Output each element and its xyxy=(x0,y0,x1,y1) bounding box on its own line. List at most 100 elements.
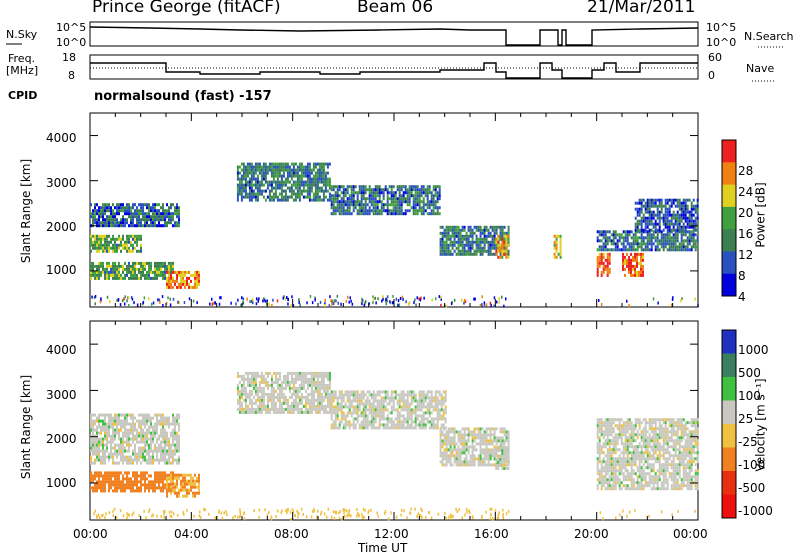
data-cell xyxy=(273,411,275,414)
data-cell xyxy=(480,253,482,256)
data-cell xyxy=(90,474,92,477)
data-cell xyxy=(299,184,301,187)
data-cell xyxy=(389,197,391,200)
data-cell xyxy=(379,399,381,402)
data-cell xyxy=(367,197,369,200)
data-cell xyxy=(134,238,136,241)
data-cell xyxy=(98,218,100,221)
data-cell xyxy=(170,483,172,486)
data-cell xyxy=(148,450,150,453)
data-cell xyxy=(116,423,118,426)
data-cell xyxy=(321,405,323,408)
data-cell xyxy=(417,399,419,402)
data-cell xyxy=(417,423,419,426)
data-cell xyxy=(419,393,421,396)
data-cell xyxy=(174,429,176,432)
data-cell xyxy=(375,212,377,215)
data-cell xyxy=(415,393,417,396)
data-cell xyxy=(689,223,691,226)
data-cell xyxy=(172,474,174,477)
data-cell xyxy=(683,242,685,245)
data-cell xyxy=(94,459,96,462)
data-cell xyxy=(281,169,283,172)
data-cell xyxy=(162,209,164,212)
data-cell xyxy=(403,185,405,188)
data-cell xyxy=(609,268,611,271)
data-cell xyxy=(645,248,647,251)
data-cell xyxy=(391,188,393,191)
data-cell xyxy=(379,194,381,197)
data-cell xyxy=(251,381,253,384)
data-cell xyxy=(178,206,180,209)
data-cell xyxy=(275,390,277,393)
freq-strip-frame xyxy=(90,55,698,79)
data-cell xyxy=(622,268,624,271)
data-cell xyxy=(365,417,367,420)
data-cell xyxy=(325,393,327,396)
data-cell xyxy=(279,175,281,178)
data-cell xyxy=(345,390,347,393)
data-cell xyxy=(277,163,279,166)
data-cell xyxy=(241,384,243,387)
data-cell xyxy=(329,402,331,405)
data-cell xyxy=(630,268,632,271)
data-cell xyxy=(607,256,609,259)
data-cell xyxy=(315,172,317,175)
data-cell xyxy=(126,444,128,447)
data-cell xyxy=(353,408,355,411)
data-cell xyxy=(252,301,254,304)
data-cell xyxy=(603,248,605,251)
data-cell xyxy=(259,172,261,175)
data-cell xyxy=(309,372,311,375)
data-cell xyxy=(373,390,375,393)
data-cell xyxy=(397,197,399,200)
data-cell xyxy=(321,163,323,166)
data-cell xyxy=(431,203,433,206)
data-cell xyxy=(277,396,279,399)
data-cell xyxy=(625,239,627,242)
data-cell xyxy=(283,393,285,396)
data-cell xyxy=(112,235,114,238)
data-cell xyxy=(144,265,146,268)
data-cell xyxy=(615,242,617,245)
data-cell xyxy=(349,396,351,399)
data-cell xyxy=(391,405,393,408)
data-cell xyxy=(267,184,269,187)
data-cell xyxy=(285,163,287,166)
data-cell xyxy=(605,265,607,268)
data-cell xyxy=(435,390,437,393)
data-cell xyxy=(96,426,98,429)
data-cell xyxy=(429,414,431,417)
data-cell xyxy=(168,268,170,271)
data-cell xyxy=(102,414,104,417)
data-cell xyxy=(158,447,160,450)
data-cell xyxy=(162,420,164,423)
data-cell xyxy=(154,268,156,271)
data-cell xyxy=(685,217,687,220)
data-cell xyxy=(659,199,661,202)
data-cell xyxy=(480,247,482,250)
data-cell xyxy=(172,224,174,227)
data-cell xyxy=(619,233,621,236)
data-cell xyxy=(112,453,114,456)
data-cell xyxy=(423,203,425,206)
data-cell xyxy=(454,235,456,238)
data-cell xyxy=(474,250,476,253)
data-cell xyxy=(319,411,321,414)
data-cell xyxy=(190,489,192,492)
data-cell xyxy=(114,486,116,489)
data-cell xyxy=(433,417,435,420)
data-cell xyxy=(345,414,347,417)
data-cell xyxy=(377,426,379,429)
data-cell xyxy=(687,208,689,211)
data-cell xyxy=(440,439,442,442)
data-cell xyxy=(470,235,472,238)
data-cell xyxy=(329,396,331,399)
data-cell xyxy=(180,280,182,283)
data-cell xyxy=(152,277,154,280)
data-cell xyxy=(373,426,375,429)
data-cell xyxy=(685,202,687,205)
data-cell xyxy=(100,462,102,465)
data-cell xyxy=(182,483,184,486)
data-cell xyxy=(247,169,249,172)
